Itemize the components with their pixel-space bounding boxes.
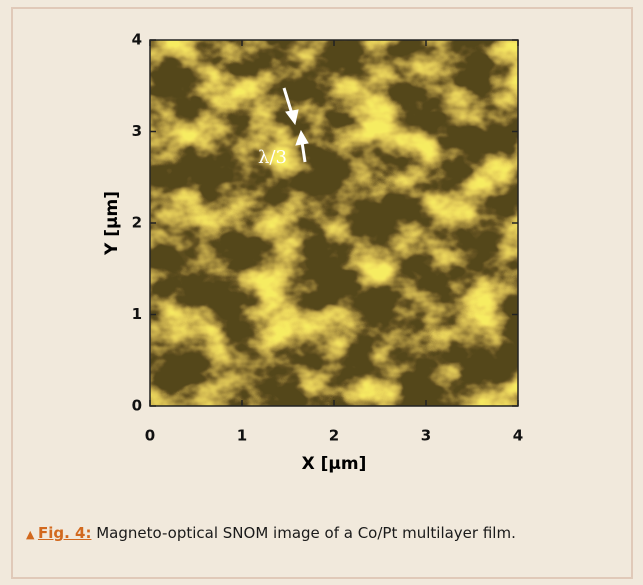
y-tick-label: 0 [132, 397, 142, 415]
x-tick-label: 0 [145, 427, 155, 445]
y-tick-label: 1 [132, 305, 142, 323]
page: λ/3 X [μm] Y [μm] 0 1 2 3 4 0 1 2 3 4 ▲ Fig. 4: M… [0, 0, 643, 585]
y-tick-label: 4 [132, 31, 142, 49]
caption-label: Fig. 4: [38, 524, 91, 542]
annotation: λ/3 [258, 147, 287, 168]
y-tick-label: 3 [132, 122, 142, 140]
x-tick-label: 3 [421, 427, 431, 445]
x-label: X [μm] [302, 454, 367, 474]
x-tick-label: 1 [237, 427, 247, 445]
domains [150, 40, 518, 406]
figure: λ/3 X [μm] Y [μm] 0 1 2 3 4 0 1 2 3 4 [0, 0, 643, 585]
y-label: Y [μm] [102, 191, 122, 256]
caption: ▲ Fig. 4: Magneto-optical SNOM image of … [26, 522, 586, 546]
y-tick-label: 2 [132, 214, 142, 232]
x-tick-label: 4 [513, 427, 523, 445]
x-tick-label: 2 [329, 427, 339, 445]
caption-text: Magneto-optical SNOM image of a Co/Pt mu… [96, 524, 516, 542]
